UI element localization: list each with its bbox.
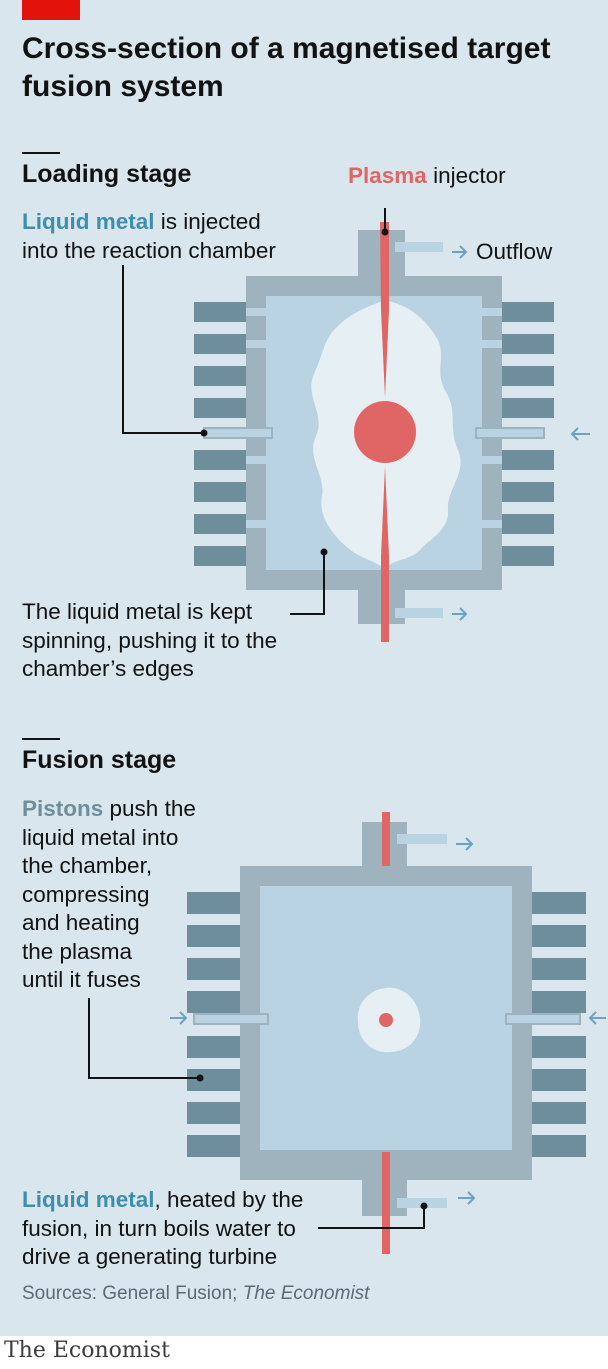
economist-logo: The Economist [4, 1338, 170, 1363]
sources-italic: The Economist [242, 1283, 370, 1304]
spin-line-3: chamber’s edges [22, 656, 194, 681]
spinning-note: The liquid metal is kept spinning, pushi… [22, 598, 277, 684]
liquid-metal-term-2: Liquid metal [22, 1187, 155, 1212]
pistons-line-5: and heating [22, 910, 140, 935]
chart-title: Cross-section of a magnetised target fus… [22, 32, 551, 103]
plasma-injector-fusion-top [382, 812, 390, 866]
pistons-term: Pistons [22, 796, 104, 821]
plasma-injector-fusion-bottom [382, 1152, 390, 1254]
fusion-diagram-svg [88, 208, 606, 1254]
spin-line-2: spinning, pushing it to the [22, 627, 278, 653]
liquid-note-line2: into the reaction chamber [22, 237, 276, 263]
loading-flow-arrows [452, 245, 590, 621]
plasma-injector-bottom [381, 466, 389, 642]
plasma-injector-top [380, 222, 389, 398]
pistons-rest: push the [103, 796, 196, 821]
plasma-word: Plasma [348, 163, 427, 188]
injector-word: injector [426, 163, 506, 188]
sources-note: Sources: General Fusion; The Economist [22, 1283, 369, 1305]
fusion-stage-heading: Fusion stage [22, 746, 177, 774]
liquid-metal-term: Liquid metal [22, 209, 155, 234]
footer [0, 1336, 608, 1369]
fusion-flow-arrows [170, 837, 606, 1205]
pistons-line-7: until it fuses [22, 967, 141, 992]
loading-stage-diagram [122, 208, 590, 642]
plasma-injector-label: Plasma injector [348, 162, 506, 191]
brand-red-bar [22, 0, 80, 20]
heated-line-2: fusion, in turn boils water to [22, 1215, 296, 1241]
liquid-injected-note: Liquid metal is injected into the reacti… [22, 208, 276, 265]
loading-pistons-left [194, 302, 246, 566]
loading-rule [22, 152, 60, 154]
fusion-rule [22, 738, 60, 740]
heated-line-3: drive a generating turbine [22, 1244, 278, 1269]
liquid-heated-note: Liquid metal, heated by the fusion, in t… [22, 1186, 303, 1272]
fusion-stage-diagram [88, 812, 606, 1254]
liquid-note-rest: is injected [154, 209, 261, 234]
heated-rest: , heated by the [154, 1187, 304, 1212]
loading-pistons-right [502, 302, 554, 566]
plasma-ball-loading [354, 401, 416, 463]
outflow-label: Outflow [476, 239, 553, 264]
pistons-note: Pistons push the liquid metal into the c… [22, 795, 196, 995]
pistons-line-4: compressing [22, 881, 150, 907]
fusion-pistons-right [530, 892, 586, 1157]
pistons-line-3: the chamber, [22, 853, 153, 878]
loading-stage-heading: Loading stage [22, 160, 192, 188]
sources-prefix: Sources: General Fusion; [22, 1283, 243, 1304]
plasma-ball-fusion [379, 1013, 393, 1027]
fusion-pistons-left [187, 892, 243, 1157]
pistons-line-6: the plasma [22, 938, 133, 964]
spin-line-1: The liquid metal is kept [22, 599, 253, 624]
pistons-line-2: liquid metal into [22, 824, 179, 850]
